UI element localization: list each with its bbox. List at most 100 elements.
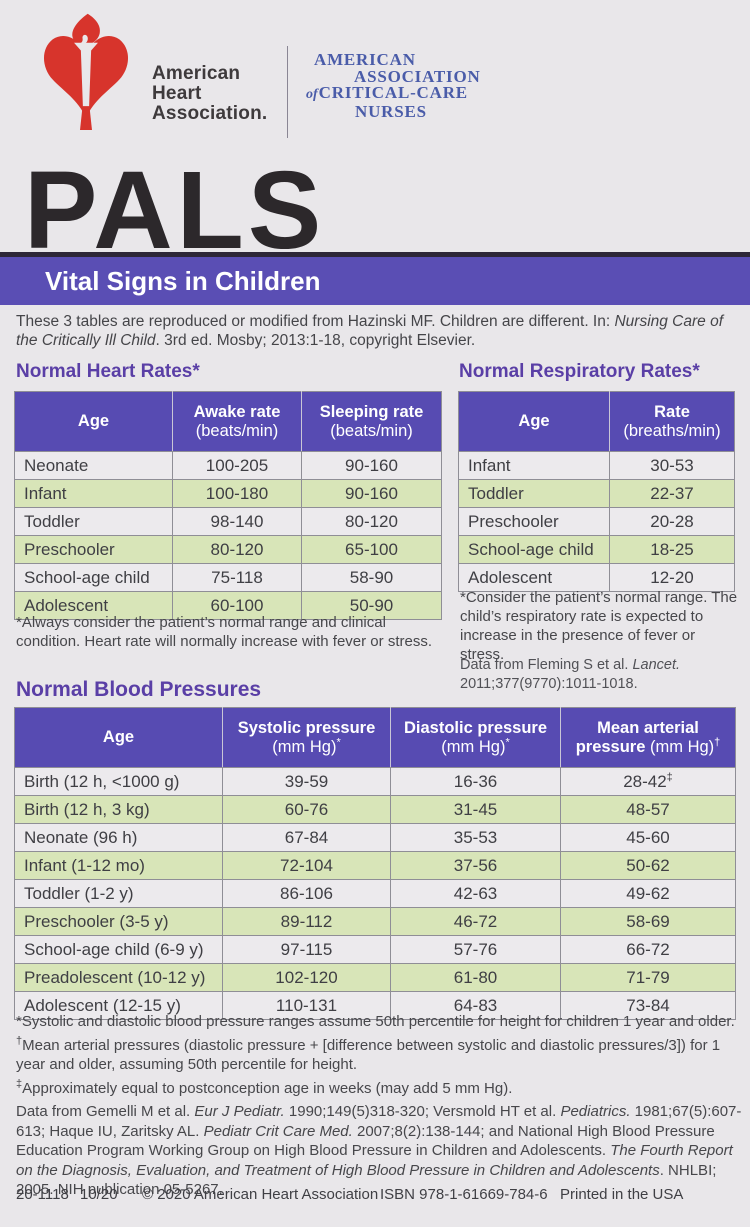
value-cell: 42-63 — [390, 879, 561, 908]
age-cell: Infant — [14, 479, 173, 508]
column-header-sleeping-rate: Sleeping rate (beats/min) — [301, 391, 442, 452]
blood-pressures-footnotes: *Systolic and diastolic blood pressure r… — [16, 1012, 742, 1204]
table-row: Preschooler 20-28 — [458, 507, 735, 536]
respiratory-rates-heading: Normal Respiratory Rates* — [459, 361, 700, 382]
heart-rates-table: Age Awake rate (beats/min) Sleeping rate… — [14, 391, 442, 620]
value-cell: 90-160 — [301, 479, 442, 508]
intro-text: These 3 tables are reproduced or modifie… — [16, 313, 724, 349]
table-row: Infant (1-12 mo) 72-104 37-56 50-62 — [14, 851, 736, 880]
value-cell: 90-160 — [301, 451, 442, 480]
aacn-line2: ASSOCIATION — [354, 66, 481, 86]
aha-line1: American — [152, 63, 241, 84]
value-cell: 39-59 — [222, 767, 391, 796]
value-cell: 45-60 — [560, 823, 736, 852]
age-cell: School-age child — [458, 535, 610, 564]
age-cell: School-age child — [14, 563, 173, 592]
value-cell: 30-53 — [609, 451, 735, 480]
value-cell: 102-120 — [222, 963, 391, 992]
copyright: © 2020 American Heart Association — [142, 1186, 379, 1203]
aacn-line4: NURSES — [355, 101, 427, 121]
table-row: School-age child (6-9 y) 97-115 57-76 66-72 — [14, 935, 736, 964]
table-row: Preschooler (3-5 y) 89-112 46-72 58-69 — [14, 907, 736, 936]
value-cell: 80-120 — [301, 507, 442, 536]
header-unit: (mm Hg)* — [441, 736, 510, 756]
header-row: Age Systolic pressure (mm Hg)* Diastolic… — [14, 707, 736, 768]
banner-body: Vital Signs in Children — [0, 257, 750, 305]
value-cell: 61-80 — [390, 963, 561, 992]
aacn-line3: ofCRITICAL-CARE — [306, 83, 481, 104]
blood-pressures-body: Birth (12 h, <1000 g) 39-59 16-36 28-42‡ Bir… — [14, 767, 736, 1020]
table-row: Adolescent (12-15 y) 110-131 64-83 73-84 — [14, 991, 736, 1020]
value-cell: 12-20 — [609, 563, 735, 592]
isbn: ISBN 978-1-61669-784-6 — [380, 1186, 548, 1203]
age-cell: Toddler — [458, 479, 610, 508]
header-unit: (beats/min) — [195, 421, 279, 440]
bp-footnote-postconception: ‡Approximately equal to postconception a… — [16, 1077, 513, 1097]
blood-pressures-table: Age Systolic pressure (mm Hg)* Diastolic… — [14, 707, 736, 1020]
age-cell: Adolescent (12-15 y) — [14, 991, 223, 1020]
value-cell: 57-76 — [390, 935, 561, 964]
heart-rates-footnote: *Always consider the patient’s normal ra… — [16, 614, 432, 650]
table-row: Adolescent 60-100 50-90 — [14, 591, 442, 620]
value-cell: 50-90 — [301, 591, 442, 620]
value-cell: 66-72 — [560, 935, 736, 964]
product-code: 20-1118 — [16, 1186, 69, 1203]
aacn-line1: AMERICAN — [314, 50, 416, 69]
column-header-age: Age — [14, 707, 223, 768]
table-row: Birth (12 h, 3 kg) 60-76 31-45 48-57 — [14, 795, 736, 824]
respiratory-rates-table: Age Rate (breaths/min) Infant 30-53 Toddle… — [458, 391, 735, 592]
table-row: Toddler 22-37 — [458, 479, 735, 508]
bp-footnote-systolic: *Systolic and diastolic blood pressure r… — [16, 1013, 735, 1030]
header-unit: (beats/min) — [330, 421, 413, 440]
printed-in: Printed in the USA — [560, 1186, 684, 1203]
header-title: Age — [518, 412, 550, 430]
value-cell: 58-69 — [560, 907, 736, 936]
banner-label: Vital Signs in Children — [45, 265, 321, 296]
heart-rates-heading: Normal Heart Rates* — [16, 361, 200, 382]
header-title: Age — [77, 412, 110, 430]
age-cell: Neonate (96 h) — [14, 823, 223, 852]
value-cell: 73-84 — [560, 991, 736, 1020]
age-cell: Adolescent — [458, 563, 610, 592]
value-cell: 20-28 — [609, 507, 735, 536]
table-row: Infant 30-53 — [458, 451, 735, 480]
value-cell: 46-72 — [390, 907, 561, 936]
table-row: Birth (12 h, <1000 g) 39-59 16-36 28-42‡ — [14, 767, 736, 796]
value-cell: 48-57 — [560, 795, 736, 824]
table-row: Infant 100-180 90-160 — [14, 479, 442, 508]
value-cell: 71-79 — [560, 963, 736, 992]
banner-top-stripe — [0, 252, 750, 257]
table-row: Toddler 98-140 80-120 — [14, 507, 442, 536]
value-cell: 75-118 — [172, 563, 302, 592]
column-header-mean-arterial: Mean arterial pressure (mm Hg)† — [560, 707, 736, 768]
aacn-critical-care: CRITICAL-CARE — [318, 83, 468, 102]
age-cell: Infant — [458, 451, 610, 480]
age-cell: Toddler (1-2 y) — [14, 879, 223, 908]
header-unit: (mm Hg)* — [272, 736, 341, 756]
age-cell: Neonate — [14, 451, 173, 480]
value-cell: 28-42‡ — [560, 767, 736, 796]
value-cell: 80-120 — [172, 535, 302, 564]
table-row: School-age child 75-118 58-90 — [14, 563, 442, 592]
aacn-of: of — [306, 87, 318, 102]
value-cell: 18-25 — [609, 535, 735, 564]
value-cell: 64-83 — [390, 991, 561, 1020]
respiratory-rates-footnote: *Consider the patient’s normal range. Th… — [460, 589, 738, 663]
blood-pressures-heading: Normal Blood Pressures — [16, 678, 262, 701]
table-row: School-age child 18-25 — [458, 535, 735, 564]
logo-divider — [287, 46, 288, 138]
age-cell: Infant (1-12 mo) — [14, 851, 223, 880]
value-cell: 67-84 — [222, 823, 391, 852]
header-title: Awake rate — [193, 402, 281, 421]
value-cell: 16-36 — [390, 767, 561, 796]
bp-footnote-mean-arterial: †Mean arterial pressures (diastolic pres… — [16, 1034, 721, 1073]
value-cell: 89-112 — [222, 907, 391, 936]
column-header-rate: Rate (breaths/min) — [609, 391, 735, 452]
header-title: Rate — [654, 402, 690, 421]
header-title: Age — [102, 728, 135, 746]
column-header-age: Age — [14, 391, 173, 452]
value-cell: 58-90 — [301, 563, 442, 592]
value-cell: 72-104 — [222, 851, 391, 880]
header-unit: (breaths/min) — [623, 421, 721, 440]
